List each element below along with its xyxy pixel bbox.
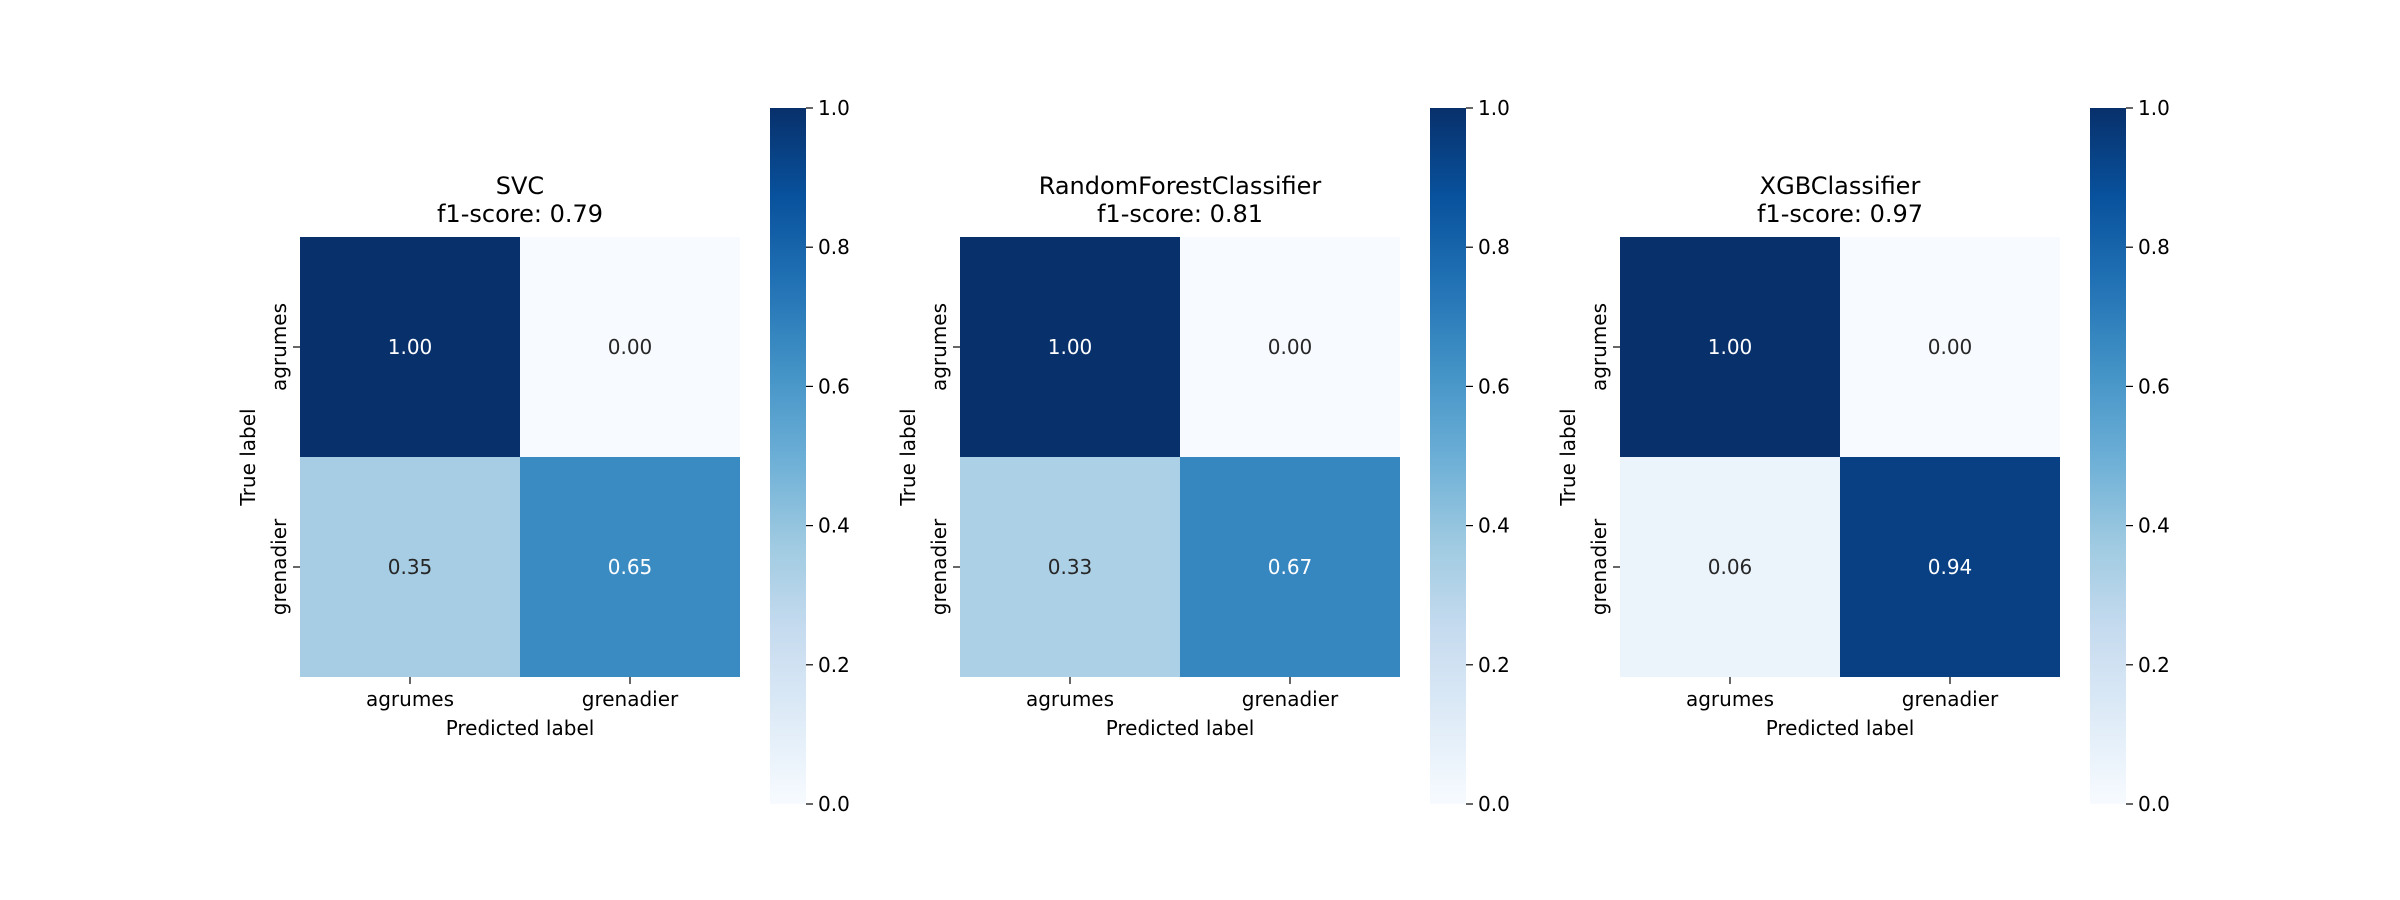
colorbar-tick-label: 0.2 (818, 653, 850, 677)
y-axis-label: True label (1556, 408, 1580, 506)
colorbar-tick-label: 0.4 (1478, 514, 1510, 538)
confusion-matrix-panel-2: 1.00 0.00 0.33 0.67 RandomForestClassifierf1… (896, 96, 1510, 816)
x-axis-label: Predicted label (1106, 716, 1255, 740)
colorbar-tick-label: 1.0 (1478, 96, 1510, 120)
x-tick-label: agrumes (366, 687, 454, 711)
x-tick-label: agrumes (1686, 687, 1774, 711)
heatmap-cell (1840, 457, 2060, 677)
cell-value-label: 0.67 (1268, 555, 1313, 579)
heatmap-cell (1180, 457, 1400, 677)
colorbar-tick-label: 0.4 (2138, 514, 2170, 538)
cell-value-label: 0.00 (608, 335, 653, 359)
cell-value-label: 1.00 (1048, 335, 1093, 359)
chart-subtitle: f1-score: 0.81 (1097, 200, 1263, 228)
colorbar (770, 108, 806, 804)
chart-title: SVC (496, 172, 544, 200)
y-tick-label: agrumes (927, 303, 951, 391)
chart-subtitle: f1-score: 0.79 (437, 200, 603, 228)
colorbar-tick-label: 0.8 (2138, 235, 2170, 259)
heatmap-cell (1180, 237, 1400, 457)
y-tick-label: agrumes (267, 303, 291, 391)
colorbar-tick-label: 0.6 (2138, 374, 2170, 398)
heatmap-cell (960, 457, 1180, 677)
y-tick-label: grenadier (267, 518, 291, 615)
x-axis-label: Predicted label (1766, 716, 1915, 740)
colorbar-tick-label: 0.8 (818, 235, 850, 259)
heatmap-cell (300, 237, 520, 457)
colorbar-tick-label: 0.0 (818, 792, 850, 816)
colorbar-tick-label: 0.4 (818, 514, 850, 538)
y-tick-label: grenadier (927, 518, 951, 615)
cell-value-label: 0.00 (1268, 335, 1313, 359)
heatmap-cell (1620, 457, 1840, 677)
colorbar-tick-label: 1.0 (2138, 96, 2170, 120)
cell-value-label: 0.33 (1048, 555, 1093, 579)
colorbar (1430, 108, 1466, 804)
chart-title: RandomForestClassifier (1039, 172, 1322, 200)
cell-value-label: 1.00 (388, 335, 433, 359)
chart-subtitle: f1-score: 0.97 (1757, 200, 1923, 228)
colorbar-tick-label: 0.2 (1478, 653, 1510, 677)
colorbar-tick-label: 1.0 (818, 96, 850, 120)
heatmap-cell (300, 457, 520, 677)
y-tick-label: agrumes (1587, 303, 1611, 391)
cell-value-label: 0.94 (1928, 555, 1973, 579)
y-axis-label: True label (236, 408, 260, 506)
colorbar-tick-label: 0.0 (2138, 792, 2170, 816)
y-tick-label: grenadier (1587, 518, 1611, 615)
colorbar-tick-label: 0.6 (818, 374, 850, 398)
heatmap-cell (1840, 237, 2060, 457)
heatmap-cell (1620, 237, 1840, 457)
heatmap-cell (520, 237, 740, 457)
colorbar (2090, 108, 2126, 804)
colorbar-tick-label: 0.2 (2138, 653, 2170, 677)
cell-value-label: 0.35 (388, 555, 433, 579)
heatmap-cell (960, 237, 1180, 457)
x-tick-label: grenadier (1902, 687, 1999, 711)
chart-title: XGBClassifier (1760, 172, 1921, 200)
colorbar-tick-label: 0.0 (1478, 792, 1510, 816)
colorbar-tick-label: 0.6 (1478, 374, 1510, 398)
x-tick-label: grenadier (582, 687, 679, 711)
x-axis-label: Predicted label (446, 716, 595, 740)
x-tick-label: grenadier (1242, 687, 1339, 711)
x-tick-label: agrumes (1026, 687, 1114, 711)
colorbar-tick-label: 0.8 (1478, 235, 1510, 259)
cell-value-label: 1.00 (1708, 335, 1753, 359)
heatmap-cell (520, 457, 740, 677)
y-axis-label: True label (896, 408, 920, 506)
cell-value-label: 0.00 (1928, 335, 1973, 359)
cell-value-label: 0.06 (1708, 555, 1753, 579)
cell-value-label: 0.65 (608, 555, 653, 579)
